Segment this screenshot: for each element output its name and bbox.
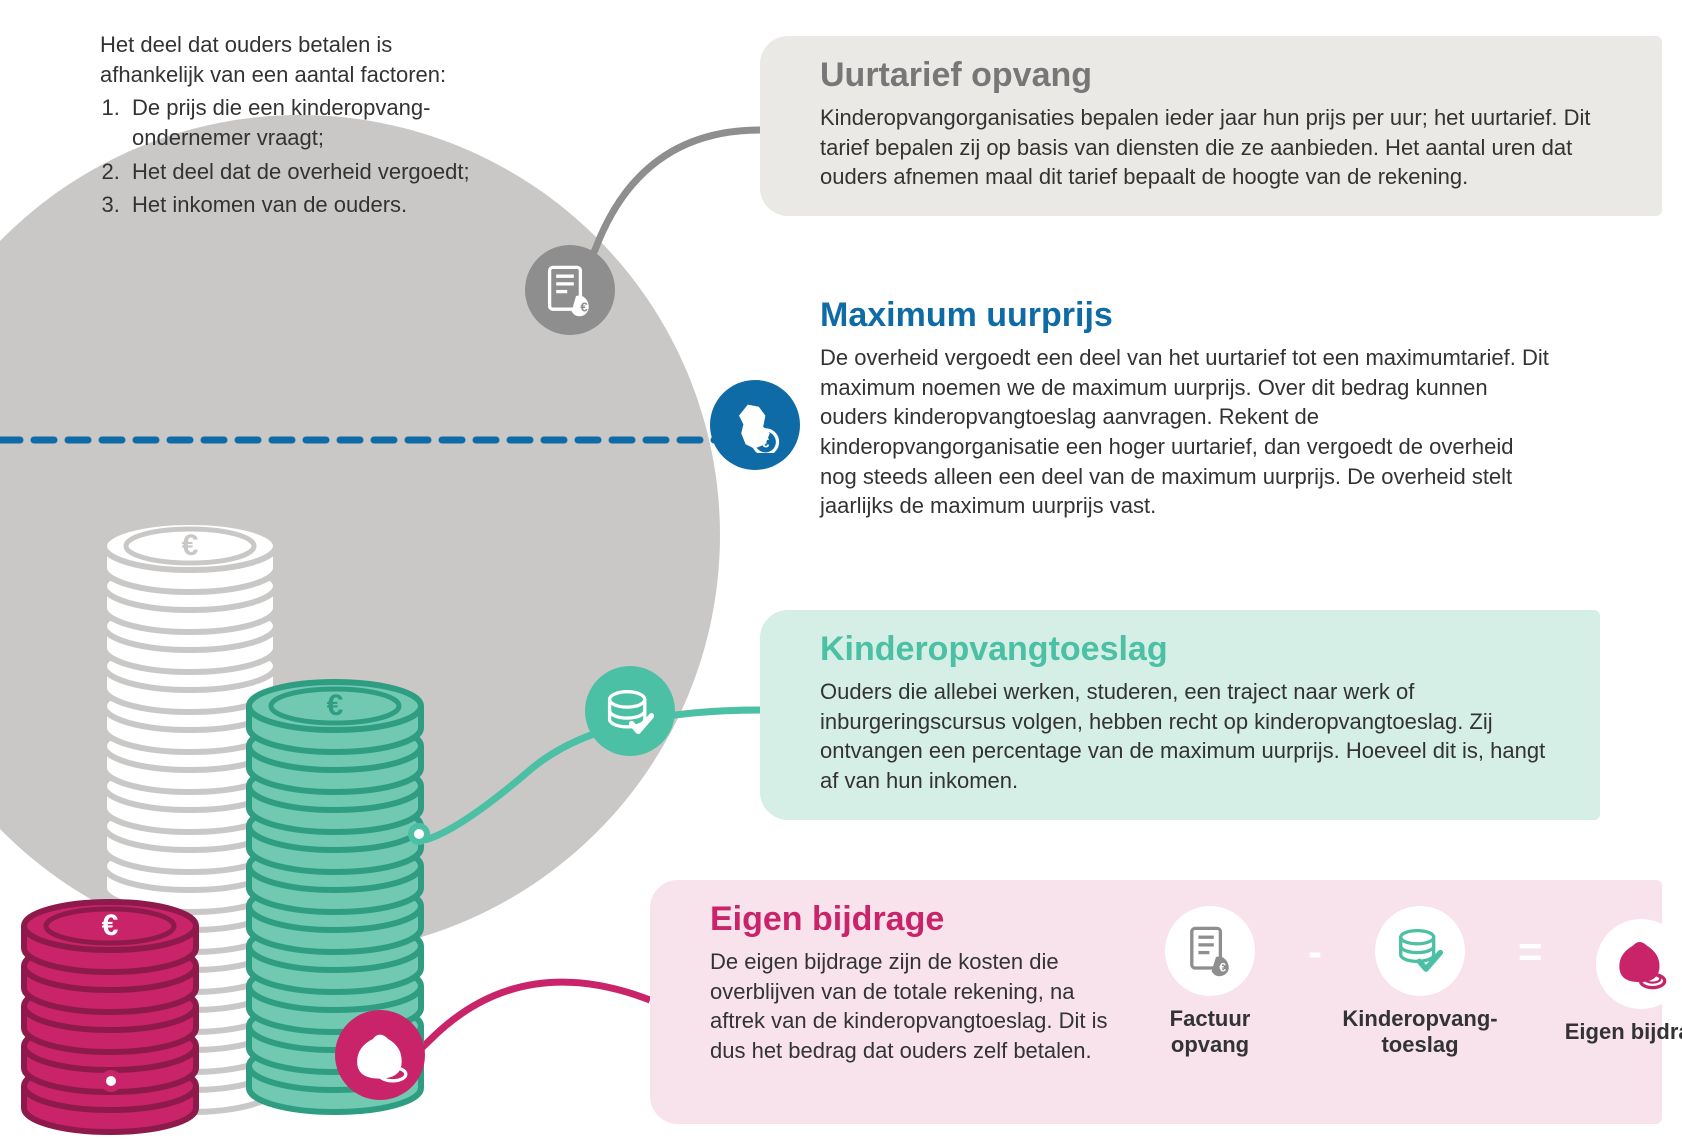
coin-stack-pink: € [24, 902, 196, 1132]
dot-pink [100, 1070, 122, 1092]
svg-text:€: € [1219, 960, 1226, 974]
formula: € Factuur opvang - Kinderopvang­toeslag … [1130, 906, 1682, 1059]
money-bag-badge-icon [335, 1010, 425, 1100]
formula-label-c: Eigen bijdrage [1561, 1019, 1682, 1045]
card-uurtarief: Uurtarief opvang Kinderopvangorganisatie… [760, 36, 1662, 216]
card-maxuurprijs-body: De overheid vergoedt een deel van het uu… [820, 343, 1550, 521]
svg-text:€: € [327, 689, 344, 722]
formula-label-a: Factuur opvang [1130, 1006, 1290, 1059]
intro-item-1: De prijs die een kinderopvang­ondernemer… [126, 93, 480, 152]
dot-teal [408, 823, 430, 845]
coins-check-badge-icon [585, 666, 675, 756]
card-toeslag-title: Kinderopvangtoeslag [820, 630, 1560, 669]
invoice-icon: € [1165, 906, 1255, 996]
nl-map-badge-icon [710, 380, 800, 470]
card-maxuurprijs-title: Maximum uurprijs [820, 296, 1550, 335]
intro-list: De prijs die een kinderopvang­ondernemer… [100, 93, 480, 220]
card-uurtarief-body: Kinderopvangorganisaties bepalen ieder j… [820, 103, 1622, 192]
formula-label-b: Kinderopvang­toeslag [1340, 1006, 1500, 1059]
svg-text:€: € [102, 909, 119, 942]
intro-text: Het deel dat ouders betalen is afhankeli… [100, 30, 480, 224]
coins-check-icon [1375, 906, 1465, 996]
card-eigen-body: De eigen bijdrage zijn de kosten die ove… [710, 947, 1130, 1066]
invoice-badge-icon [525, 245, 615, 335]
intro-item-2: Het deel dat de overheid vergoedt; [126, 157, 480, 187]
formula-op-equals: = [1518, 928, 1543, 976]
svg-text:€: € [182, 529, 199, 562]
formula-slot-toeslag: Kinderopvang­toeslag [1340, 906, 1500, 1059]
formula-slot-eigen: Eigen bijdrage [1561, 919, 1682, 1045]
card-toeslag-body: Ouders die allebei werken, studeren, een… [820, 677, 1560, 796]
card-toeslag: Kinderopvangtoeslag Ouders die allebei w… [760, 610, 1600, 820]
intro-lead: Het deel dat ouders betalen is afhankeli… [100, 30, 480, 89]
money-bag-icon [1596, 919, 1682, 1009]
formula-slot-invoice: € Factuur opvang [1130, 906, 1290, 1059]
intro-item-3: Het inkomen van de ouders. [126, 190, 480, 220]
card-uurtarief-title: Uurtarief opvang [820, 56, 1622, 95]
formula-op-minus: - [1308, 928, 1322, 976]
card-maxuurprijs: Maximum uurprijs De overheid vergoedt ee… [760, 276, 1590, 545]
